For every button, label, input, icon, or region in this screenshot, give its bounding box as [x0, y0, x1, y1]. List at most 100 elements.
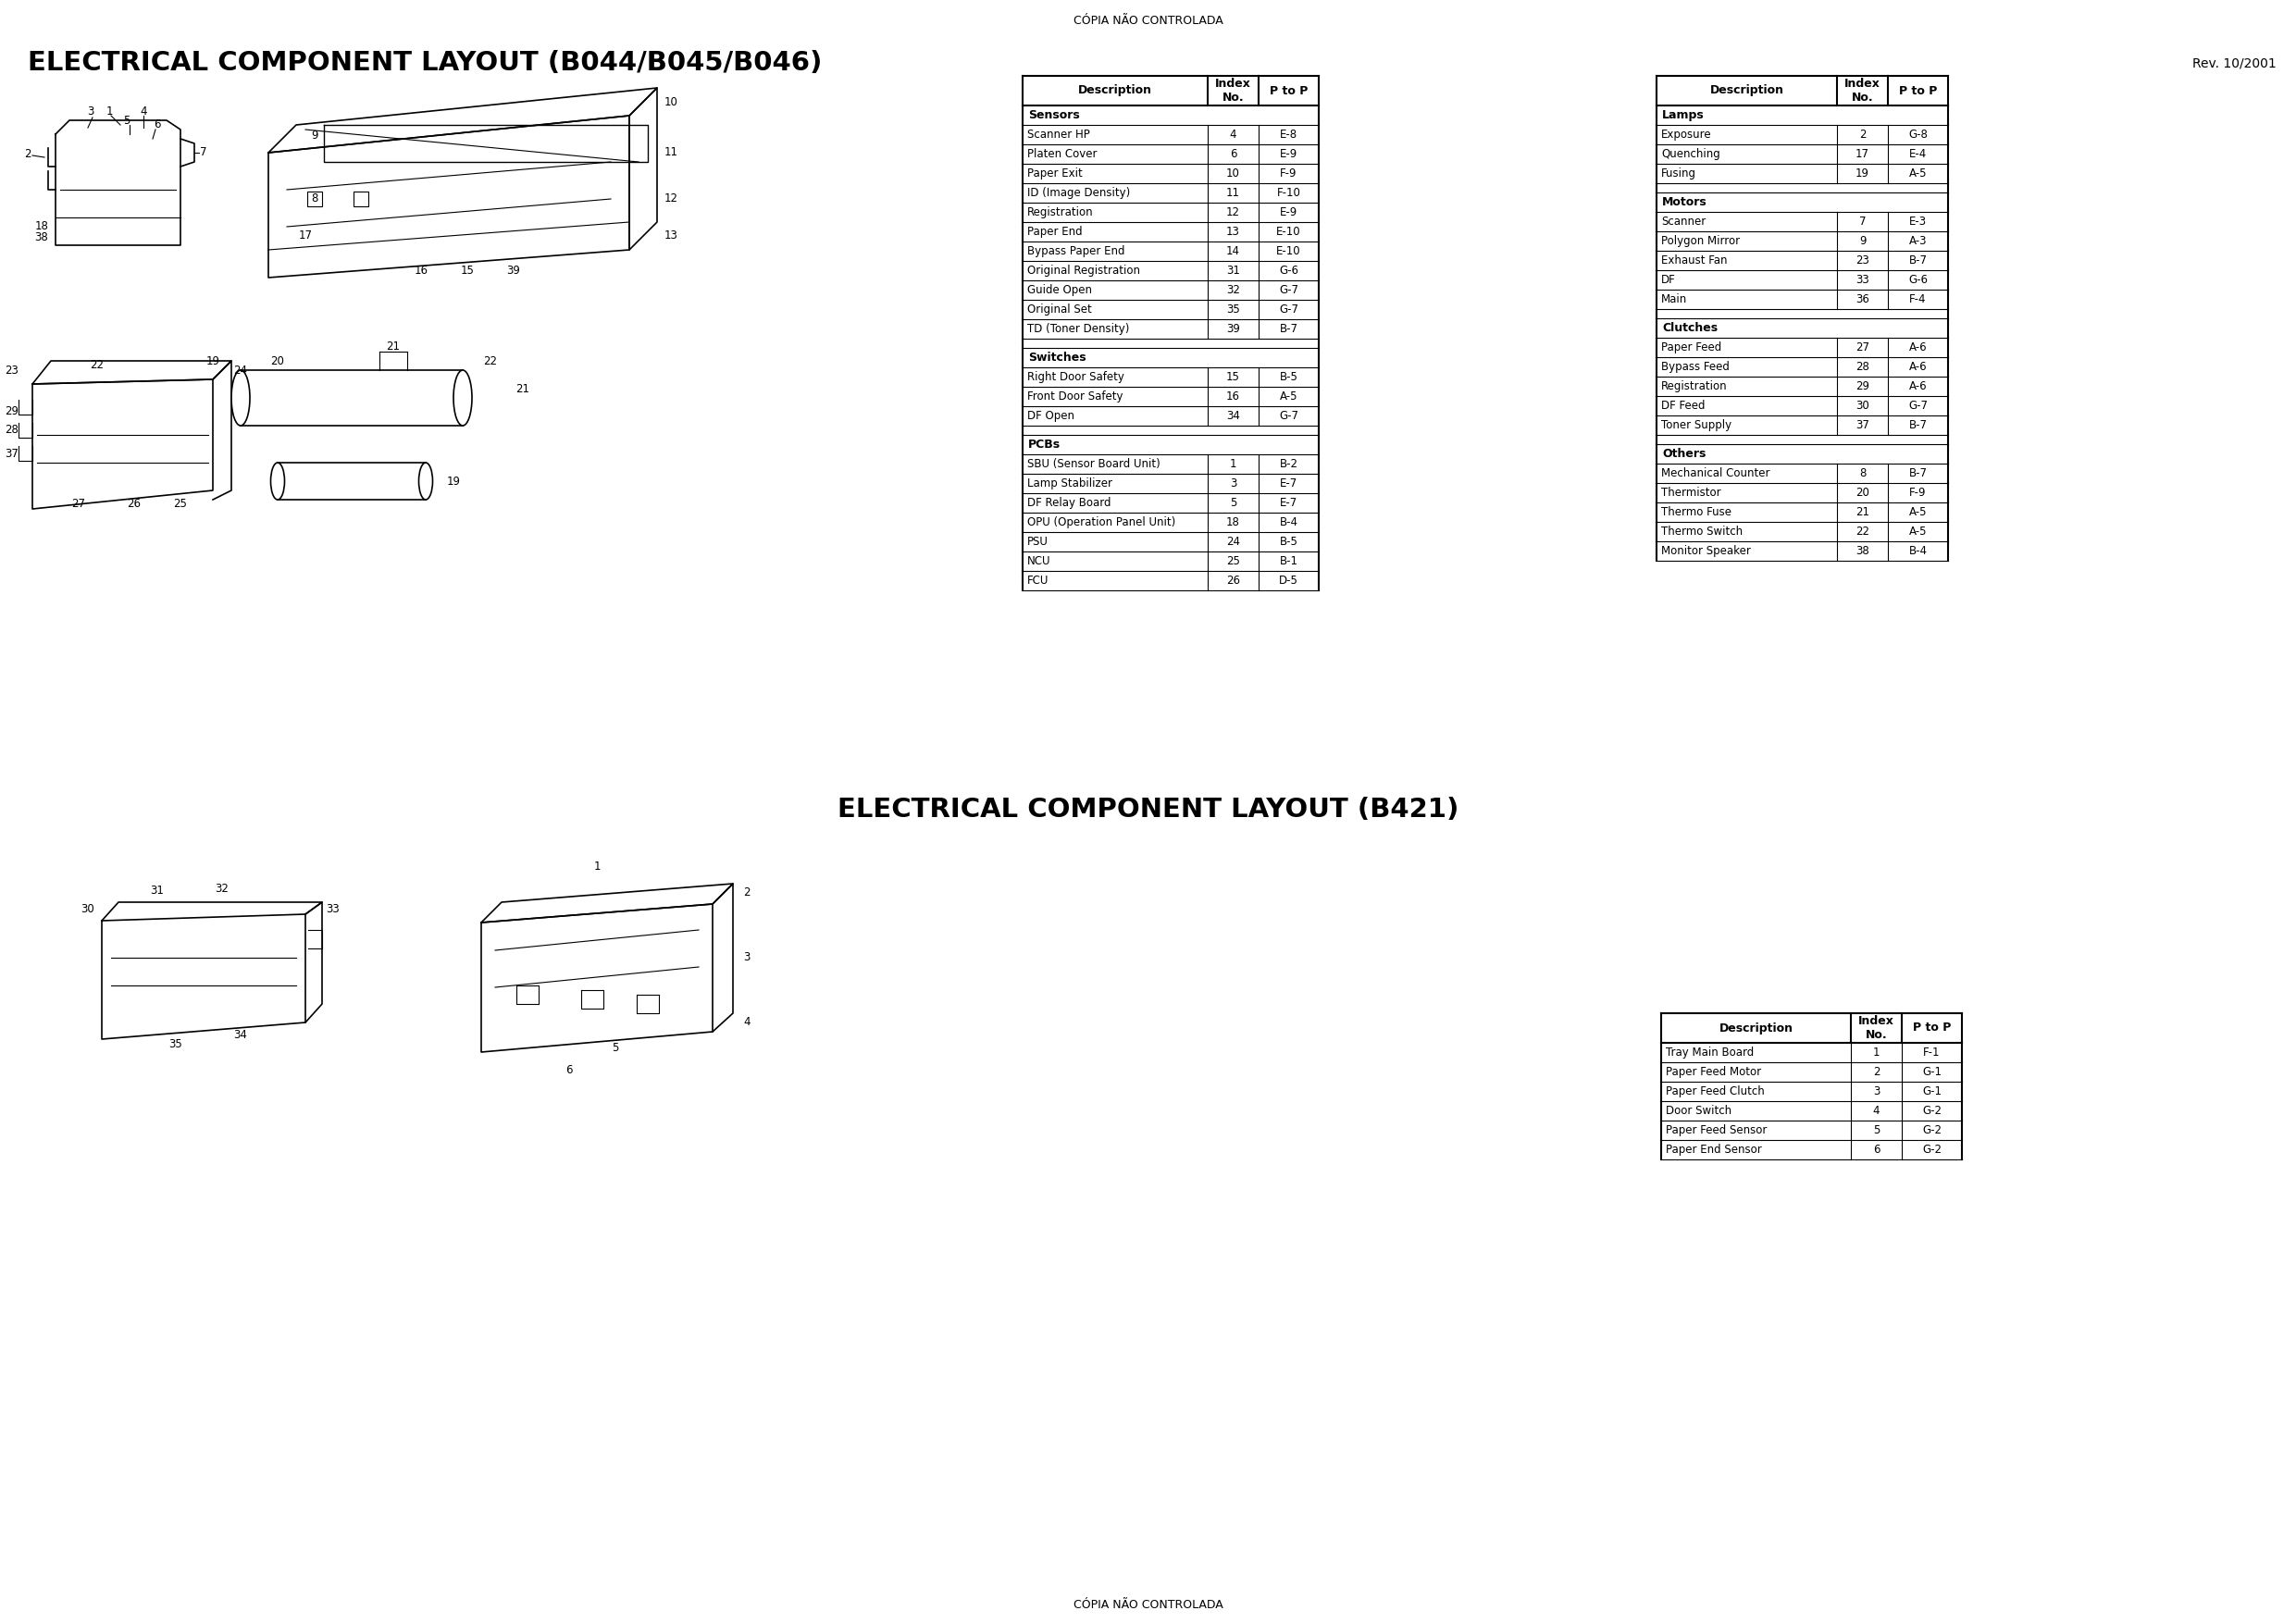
Text: 5: 5: [124, 114, 131, 127]
Text: 23: 23: [1855, 255, 1869, 266]
Text: 16: 16: [1226, 391, 1240, 403]
Text: 17: 17: [1855, 148, 1869, 161]
Text: A-5: A-5: [1908, 526, 1926, 537]
Text: DF Relay Board: DF Relay Board: [1026, 497, 1111, 510]
Text: Lamps: Lamps: [1662, 109, 1704, 122]
Text: Paper Feed Clutch: Paper Feed Clutch: [1667, 1086, 1766, 1097]
Text: 22: 22: [484, 355, 498, 367]
Text: 1: 1: [592, 862, 599, 873]
Text: 39: 39: [1226, 323, 1240, 334]
Text: 4: 4: [744, 1016, 751, 1029]
Text: Paper End Sensor: Paper End Sensor: [1667, 1144, 1761, 1156]
Text: 35: 35: [170, 1037, 184, 1050]
Text: Polygon Mirror: Polygon Mirror: [1660, 235, 1740, 247]
Text: 38: 38: [34, 232, 48, 243]
Text: 26: 26: [126, 498, 140, 510]
Text: B-1: B-1: [1279, 555, 1297, 566]
Text: 2: 2: [744, 886, 751, 899]
Text: Fusing: Fusing: [1660, 167, 1697, 180]
Text: 14: 14: [1226, 245, 1240, 256]
Text: Sensors: Sensors: [1029, 109, 1079, 122]
Text: 7: 7: [1860, 216, 1867, 227]
Text: D-5: D-5: [1279, 575, 1297, 586]
Text: 21: 21: [1855, 506, 1869, 518]
Text: 27: 27: [71, 498, 85, 510]
Text: 18: 18: [1226, 516, 1240, 529]
Text: Paper Feed: Paper Feed: [1660, 341, 1722, 354]
Text: 6: 6: [154, 118, 161, 131]
Text: DF: DF: [1660, 274, 1676, 286]
Text: 24: 24: [1226, 536, 1240, 549]
Text: 6: 6: [1874, 1144, 1880, 1156]
Text: 15: 15: [461, 265, 475, 276]
Text: E-10: E-10: [1277, 226, 1302, 239]
Text: Registration: Registration: [1660, 380, 1727, 393]
Text: P to P: P to P: [1270, 84, 1309, 97]
Text: 30: 30: [1855, 399, 1869, 412]
Text: B-7: B-7: [1908, 255, 1926, 266]
Text: Index
No.: Index No.: [1844, 78, 1880, 104]
Text: 9: 9: [1860, 235, 1867, 247]
Text: 7: 7: [200, 146, 207, 159]
Text: 29: 29: [1855, 380, 1869, 393]
Text: Original Set: Original Set: [1026, 304, 1093, 315]
Text: 39: 39: [507, 265, 521, 276]
Text: F-9: F-9: [1281, 167, 1297, 180]
Text: Description: Description: [1711, 84, 1784, 97]
Text: G-7: G-7: [1279, 411, 1297, 422]
Text: G-7: G-7: [1279, 284, 1297, 295]
Text: SBU (Sensor Board Unit): SBU (Sensor Board Unit): [1026, 458, 1159, 471]
Text: 6: 6: [1231, 148, 1238, 161]
Text: Exposure: Exposure: [1660, 128, 1713, 141]
Text: ID (Image Density): ID (Image Density): [1026, 187, 1130, 200]
Text: 1: 1: [1231, 458, 1238, 471]
Ellipse shape: [271, 463, 285, 500]
Text: A-5: A-5: [1908, 506, 1926, 518]
Text: Thermistor: Thermistor: [1660, 487, 1722, 498]
Text: 36: 36: [1855, 294, 1869, 305]
Text: 5: 5: [1874, 1125, 1880, 1136]
Text: 4: 4: [1231, 128, 1238, 141]
Text: 8: 8: [1860, 467, 1867, 479]
Text: 2: 2: [25, 148, 32, 159]
Text: ELECTRICAL COMPONENT LAYOUT (B421): ELECTRICAL COMPONENT LAYOUT (B421): [838, 797, 1458, 823]
Text: G-6: G-6: [1908, 274, 1929, 286]
Text: 5: 5: [613, 1042, 620, 1053]
Text: G-1: G-1: [1922, 1066, 1942, 1078]
Text: 11: 11: [664, 146, 677, 159]
Text: TD (Toner Density): TD (Toner Density): [1026, 323, 1130, 334]
Text: E-3: E-3: [1908, 216, 1926, 227]
Bar: [354, 192, 367, 206]
Text: Main: Main: [1660, 294, 1688, 305]
Text: B-5: B-5: [1279, 372, 1297, 383]
Text: 8: 8: [312, 193, 319, 204]
Text: 34: 34: [234, 1029, 248, 1040]
Text: 32: 32: [216, 883, 230, 894]
Text: 2: 2: [1860, 128, 1867, 141]
Text: 22: 22: [90, 359, 103, 372]
Text: Paper Exit: Paper Exit: [1026, 167, 1081, 180]
Text: B-5: B-5: [1279, 536, 1297, 549]
Text: 20: 20: [1855, 487, 1869, 498]
Text: A-6: A-6: [1908, 360, 1926, 373]
Text: Index
No.: Index No.: [1215, 78, 1251, 104]
Text: 19: 19: [445, 476, 461, 487]
Bar: [308, 192, 321, 206]
Text: 26: 26: [1226, 575, 1240, 586]
Text: DF Feed: DF Feed: [1660, 399, 1706, 412]
Text: 31: 31: [1226, 265, 1240, 276]
Text: Original Registration: Original Registration: [1026, 265, 1141, 276]
Text: DF Open: DF Open: [1026, 411, 1075, 422]
Text: A-6: A-6: [1908, 380, 1926, 393]
Text: 25: 25: [174, 498, 188, 510]
Text: Monitor Speaker: Monitor Speaker: [1660, 545, 1752, 557]
Text: ELECTRICAL COMPONENT LAYOUT (B044/B045/B046): ELECTRICAL COMPONENT LAYOUT (B044/B045/B…: [28, 50, 822, 76]
Text: 2: 2: [1874, 1066, 1880, 1078]
Text: 9: 9: [312, 130, 319, 143]
Text: G-2: G-2: [1922, 1105, 1942, 1117]
Text: 1: 1: [1874, 1047, 1880, 1058]
Text: FCU: FCU: [1026, 575, 1049, 586]
Text: Lamp Stabilizer: Lamp Stabilizer: [1026, 477, 1111, 490]
Text: Quenching: Quenching: [1660, 148, 1720, 161]
Text: 3: 3: [1231, 477, 1238, 490]
